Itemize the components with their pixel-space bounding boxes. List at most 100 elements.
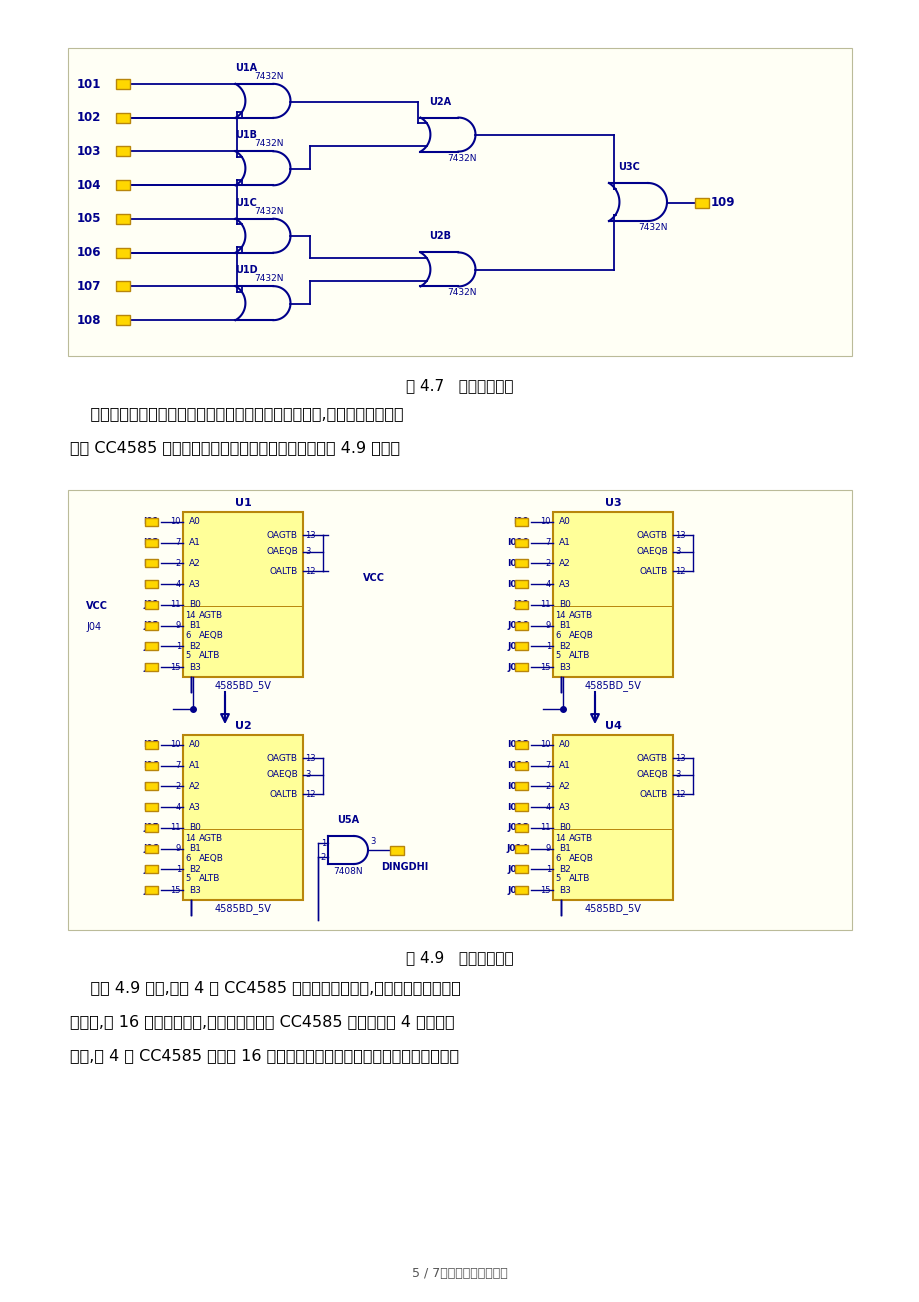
Text: A3: A3 xyxy=(559,802,571,811)
Text: 14: 14 xyxy=(554,612,565,621)
FancyBboxPatch shape xyxy=(390,845,403,854)
Text: I05: I05 xyxy=(143,741,159,750)
Text: A0: A0 xyxy=(188,517,200,526)
Text: 5: 5 xyxy=(185,874,190,883)
Text: OAEQB: OAEQB xyxy=(636,769,667,779)
Text: 12: 12 xyxy=(675,790,685,799)
FancyBboxPatch shape xyxy=(145,783,158,790)
FancyBboxPatch shape xyxy=(145,539,158,547)
Text: B0: B0 xyxy=(559,823,571,832)
Text: OALTB: OALTB xyxy=(639,790,667,799)
Text: 13: 13 xyxy=(675,531,685,539)
Text: 6: 6 xyxy=(185,854,190,863)
Text: U1D: U1D xyxy=(235,266,257,275)
FancyBboxPatch shape xyxy=(515,581,528,589)
Text: AGTB: AGTB xyxy=(568,835,593,844)
Text: I012: I012 xyxy=(506,579,528,589)
Text: 106: 106 xyxy=(76,246,101,259)
FancyBboxPatch shape xyxy=(515,621,528,630)
FancyBboxPatch shape xyxy=(116,315,130,326)
Text: 13: 13 xyxy=(305,754,315,763)
Text: 2: 2 xyxy=(176,559,181,568)
Text: J09: J09 xyxy=(513,600,528,609)
Text: B0: B0 xyxy=(188,600,200,609)
FancyBboxPatch shape xyxy=(145,824,158,832)
Text: 3: 3 xyxy=(305,769,310,779)
Text: 102: 102 xyxy=(76,111,101,124)
Text: I06: I06 xyxy=(143,762,159,771)
Text: I02: I02 xyxy=(143,538,159,547)
Text: AEQB: AEQB xyxy=(199,854,223,863)
FancyBboxPatch shape xyxy=(515,560,528,568)
Text: 15: 15 xyxy=(540,663,550,672)
FancyBboxPatch shape xyxy=(515,539,528,547)
Text: J05: J05 xyxy=(143,823,159,832)
Text: OALTB: OALTB xyxy=(639,566,667,575)
Text: A0: A0 xyxy=(559,517,571,526)
Text: B1: B1 xyxy=(188,621,200,630)
Text: 4585BD_5V: 4585BD_5V xyxy=(584,680,641,691)
Text: U3: U3 xyxy=(604,497,620,508)
Text: 5: 5 xyxy=(554,651,560,660)
FancyBboxPatch shape xyxy=(515,762,528,769)
FancyBboxPatch shape xyxy=(515,845,528,853)
Text: I01: I01 xyxy=(143,517,159,526)
FancyBboxPatch shape xyxy=(183,512,302,677)
FancyBboxPatch shape xyxy=(145,518,158,526)
Text: OAGTB: OAGTB xyxy=(267,754,298,763)
FancyBboxPatch shape xyxy=(145,845,158,853)
FancyBboxPatch shape xyxy=(116,214,130,224)
Text: 104: 104 xyxy=(76,178,101,191)
Text: J01: J01 xyxy=(143,600,159,609)
FancyBboxPatch shape xyxy=(515,783,528,790)
FancyBboxPatch shape xyxy=(515,663,528,671)
FancyBboxPatch shape xyxy=(116,180,130,190)
Text: 3: 3 xyxy=(369,837,375,846)
Text: B2: B2 xyxy=(559,642,570,651)
Text: 4585BD_5V: 4585BD_5V xyxy=(584,904,641,914)
FancyBboxPatch shape xyxy=(515,824,528,832)
Text: 1: 1 xyxy=(545,642,550,651)
Text: U3C: U3C xyxy=(618,161,640,172)
Text: I015: I015 xyxy=(506,783,528,790)
Text: 14: 14 xyxy=(554,835,565,844)
FancyBboxPatch shape xyxy=(515,642,528,651)
Text: VCC: VCC xyxy=(363,573,384,583)
Text: B2: B2 xyxy=(188,865,200,874)
FancyBboxPatch shape xyxy=(116,247,130,258)
Text: 1: 1 xyxy=(545,865,550,874)
FancyBboxPatch shape xyxy=(515,600,528,609)
Text: 15: 15 xyxy=(170,885,181,894)
Text: VCC: VCC xyxy=(85,602,108,611)
Text: B1: B1 xyxy=(559,844,571,853)
Text: 如图 4.9 所示,共用 4 片 CC4585 构成定时比较电路,因为定时时间为小时: 如图 4.9 所示,共用 4 片 CC4585 构成定时比较电路,因为定时时间为… xyxy=(70,980,460,995)
Text: I010: I010 xyxy=(506,538,528,547)
Text: A0: A0 xyxy=(188,741,200,750)
Text: 9: 9 xyxy=(545,621,550,630)
Text: 4: 4 xyxy=(545,802,550,811)
Text: U5A: U5A xyxy=(336,815,358,825)
Text: AEQB: AEQB xyxy=(568,854,594,863)
Text: 4: 4 xyxy=(176,802,181,811)
Text: 7: 7 xyxy=(176,762,181,771)
Text: 105: 105 xyxy=(76,212,101,225)
Text: U1C: U1C xyxy=(235,198,257,208)
FancyBboxPatch shape xyxy=(145,762,158,769)
Text: 2: 2 xyxy=(321,853,325,862)
FancyBboxPatch shape xyxy=(552,512,673,677)
Text: DINGDHI: DINGDHI xyxy=(381,862,428,872)
Text: 3: 3 xyxy=(675,547,680,556)
Text: OAGTB: OAGTB xyxy=(267,531,298,539)
Text: 图 4.9   定时比较电路: 图 4.9 定时比较电路 xyxy=(406,950,513,965)
FancyBboxPatch shape xyxy=(116,146,130,156)
Text: J06: J06 xyxy=(143,844,159,853)
Text: 12: 12 xyxy=(305,566,315,575)
Text: U2A: U2A xyxy=(428,96,450,107)
Text: OALTB: OALTB xyxy=(269,566,298,575)
Text: 9: 9 xyxy=(545,844,550,853)
Text: 12: 12 xyxy=(305,790,315,799)
Text: 4585BD_5V: 4585BD_5V xyxy=(214,680,271,691)
Text: ALTB: ALTB xyxy=(568,651,590,660)
Text: 10: 10 xyxy=(170,517,181,526)
Text: B0: B0 xyxy=(559,600,571,609)
